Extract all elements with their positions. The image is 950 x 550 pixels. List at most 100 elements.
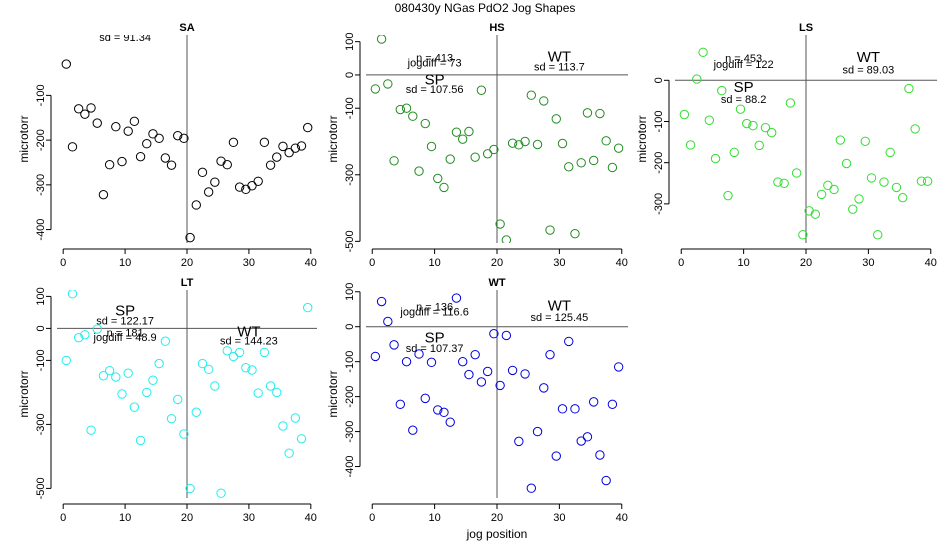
x-tick-label: 10: [737, 257, 749, 269]
data-point: [873, 230, 883, 240]
y-tick-label: -200: [344, 386, 356, 408]
x-tick-label: 0: [678, 257, 684, 269]
data-point: [414, 166, 424, 176]
y-tick-label: -100: [344, 351, 356, 373]
annotation: sd = 125.45: [530, 312, 588, 324]
data-point: [234, 347, 245, 358]
annotation: sd = 88.2: [721, 94, 767, 106]
data-point: [607, 399, 618, 410]
y-tick-label: -500: [344, 230, 356, 252]
annotation: WT: [548, 49, 571, 66]
data-point: [439, 407, 449, 418]
data-point: [426, 357, 437, 368]
y-axis-label: microtorr: [635, 115, 649, 162]
data-point: [370, 84, 381, 94]
x-tick-label: 30: [553, 512, 565, 524]
panel-sa: SA sd = 91.34 0 10 20 30 40 -400 -300 -200 -100 mic…: [17, 22, 317, 269]
data-point: [98, 371, 109, 381]
data-point: [253, 176, 263, 186]
annotation: sd = 122.17: [96, 316, 154, 328]
data-point: [111, 372, 121, 382]
data-point: [222, 160, 232, 170]
data-point: [284, 147, 294, 158]
data-point: [885, 147, 895, 158]
data-point: [92, 324, 102, 334]
data-point: [564, 336, 574, 347]
annotation: jogdiff = 116.6: [399, 307, 468, 319]
panel-title: LS: [799, 22, 813, 34]
data-point: [117, 389, 127, 399]
data-point: [265, 160, 276, 170]
data-point: [766, 127, 777, 138]
annotation: jogdiff = 122: [713, 59, 774, 71]
data-point: [829, 184, 839, 195]
data-point: [526, 90, 537, 100]
figure-title: 080430y NGas PdO2 Jog Shapes: [395, 1, 576, 15]
x-tick-label: 10: [119, 257, 131, 269]
annotation: n = 136: [416, 301, 453, 313]
y-axis-label: microtorr: [17, 370, 31, 417]
data-point: [395, 104, 406, 115]
data-point: [80, 330, 90, 340]
data-point: [278, 141, 288, 152]
data-point: [247, 365, 257, 375]
x-tick-label: 20: [181, 257, 193, 269]
data-point: [197, 167, 208, 178]
annotation: sd = 144.23: [220, 335, 278, 347]
data-point: [742, 118, 752, 129]
data-point: [389, 340, 399, 350]
annotation: SP: [425, 71, 445, 88]
annotation: n = 413: [416, 53, 453, 65]
data-point: [482, 149, 493, 159]
y-tick-label: 100: [344, 32, 356, 50]
data-point: [142, 138, 152, 149]
data-point: [866, 173, 877, 183]
data-point: [532, 426, 543, 437]
data-point: [698, 47, 708, 57]
panel-title: SA: [179, 22, 194, 34]
data-point: [433, 405, 443, 415]
data-point: [216, 156, 226, 166]
data-point: [272, 387, 282, 398]
panel-title: LT: [181, 277, 194, 289]
data-point: [265, 381, 276, 391]
data-point: [284, 448, 294, 458]
x-tick-label: 30: [243, 512, 255, 524]
data-point: [160, 336, 171, 346]
annotation: sd = 89.03: [843, 64, 895, 76]
data-point: [73, 104, 84, 114]
data-point: [278, 421, 288, 431]
data-point: [445, 154, 455, 164]
data-point: [879, 177, 889, 187]
data-point: [557, 404, 568, 414]
data-point: [179, 133, 189, 144]
data-point: [191, 407, 201, 417]
annotation: SP: [734, 79, 754, 96]
data-point: [104, 160, 115, 170]
data-point: [123, 126, 133, 136]
data-point: [160, 153, 171, 163]
y-tick-label: -200: [35, 129, 47, 151]
data-point: [601, 475, 611, 486]
x-tick-label: 0: [60, 257, 66, 269]
data-point: [408, 425, 418, 435]
data-point: [582, 108, 593, 118]
data-point: [501, 330, 512, 341]
y-tick-label: 0: [344, 72, 356, 78]
data-point: [710, 153, 721, 164]
y-axis-label: microtorr: [17, 115, 31, 162]
annotation: jogdiff = 73: [407, 58, 462, 70]
data-point: [61, 59, 71, 69]
data-point: [897, 192, 908, 203]
data-point: [526, 483, 537, 493]
data-point: [197, 358, 208, 369]
data-point: [785, 98, 796, 108]
data-point: [401, 356, 412, 367]
data-point: [539, 383, 549, 393]
data-point: [376, 35, 387, 44]
data-point: [495, 380, 505, 391]
